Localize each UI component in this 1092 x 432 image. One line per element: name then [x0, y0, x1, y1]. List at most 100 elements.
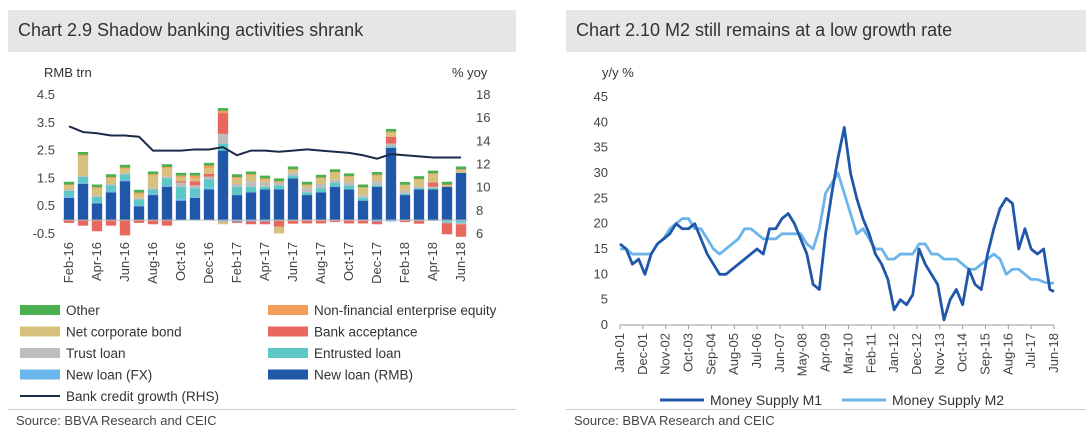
bar-segment-non-financial-enterprise-equity — [399, 184, 411, 186]
bar-segment-new-loan-rmb- — [147, 195, 159, 221]
bar-segment-non-financial-enterprise-equity — [427, 173, 439, 175]
left-chart-title: Chart 2.9 Shadow banking activities shra… — [18, 20, 364, 40]
bar-segment-net-corporate-bond — [231, 178, 243, 184]
left-x-tick-label: Apr-17 — [257, 242, 272, 281]
left-x-tick-label: Oct-16 — [173, 242, 188, 281]
bar-segment-new-loan-fx- — [119, 180, 131, 182]
bar-segment-other — [105, 174, 117, 178]
bar-segment-new-loan-rmb- — [161, 186, 173, 221]
bar-segment-bank-acceptance — [413, 220, 425, 224]
bar-segment-non-financial-enterprise-equity — [385, 131, 397, 133]
bar-segment-bank-acceptance — [455, 224, 467, 237]
bar-segment-non-financial-enterprise-equity — [315, 177, 327, 179]
right-x-tick-label: Jun-07 — [772, 333, 787, 373]
right-y-tick-label: 15 — [594, 241, 608, 256]
legend-label: Other — [66, 303, 100, 318]
bar-segment-entrusted-loan — [357, 197, 369, 201]
bar-segment-non-financial-enterprise-equity — [105, 177, 117, 179]
bar-segment-entrusted-loan — [147, 189, 159, 194]
right-y-tick-label: 0 — [601, 317, 608, 332]
bar-segment-trust-loan — [77, 175, 89, 178]
bar-segment-non-financial-enterprise-equity — [133, 192, 145, 194]
left-x-tick-label: Apr-16 — [89, 242, 104, 281]
bar-segment-other — [259, 175, 271, 179]
bar-segment-new-loan-fx- — [455, 220, 467, 222]
legend-label: Bank acceptance — [314, 325, 418, 340]
bar-segment-trust-loan — [147, 188, 159, 190]
right-x-tick-label: Nov-02 — [658, 333, 673, 375]
bar-segment-new-loan-fx- — [63, 196, 75, 198]
bar-segment-net-corporate-bond — [371, 175, 383, 182]
bar-segment-net-corporate-bond — [105, 178, 117, 184]
right-x-tick-label: Apr-09 — [818, 333, 833, 372]
bar-segment-new-loan-rmb- — [301, 195, 313, 221]
right-x-tick-label: Jul-06 — [749, 333, 764, 368]
right-x-tick-label: Oct-14 — [955, 333, 970, 372]
bar-segment-new-loan-rmb- — [371, 186, 383, 221]
bar-segment-non-financial-enterprise-equity — [455, 169, 467, 171]
legend-label: Trust loan — [66, 346, 126, 361]
bar-segment-other — [273, 178, 285, 182]
right-y-tick-label: 30 — [594, 165, 608, 180]
left-chart-panel: Chart 2.9 Shadow banking activities shra… — [0, 0, 520, 432]
bar-segment-trust-loan — [427, 186, 439, 189]
bar-segment-new-loan-rmb- — [413, 189, 425, 221]
legend-swatch-net-corporate-bond — [20, 326, 60, 337]
bar-segment-new-loan-rmb- — [329, 186, 341, 221]
legend-label: Money Supply M2 — [892, 392, 1004, 408]
bar-segment-trust-loan — [399, 190, 411, 194]
right-x-tick-label: Jan-01 — [612, 333, 627, 373]
bar-segment-net-corporate-bond — [357, 188, 369, 196]
bar-segment-other — [413, 176, 425, 179]
bar-segment-new-loan-fx- — [77, 182, 89, 184]
bar-segment-other — [301, 181, 313, 185]
bar-segment-non-financial-enterprise-equity — [91, 187, 103, 189]
money-supply-m1-line — [619, 126, 1055, 322]
bar-segment-non-financial-enterprise-equity — [371, 174, 383, 176]
legend-swatch-other — [20, 305, 60, 315]
bar-segment-non-financial-enterprise-equity — [147, 174, 159, 176]
bar-segment-entrusted-loan — [343, 185, 355, 190]
right-x-tick-label: Sep-04 — [703, 333, 718, 375]
bar-segment-net-corporate-bond — [273, 226, 285, 234]
right-y-tick-label: 20 — [594, 216, 608, 231]
bar-segment-other — [175, 172, 187, 176]
bar-segment-new-loan-fx- — [259, 220, 271, 222]
bar-segment-new-loan-fx- — [91, 202, 103, 204]
left-y2-tick-label: 14 — [476, 133, 490, 148]
bar-segment-entrusted-loan — [315, 188, 327, 193]
bar-segment-non-financial-enterprise-equity — [203, 165, 215, 169]
bar-segment-new-loan-rmb- — [427, 189, 439, 221]
bar-segment-net-corporate-bond — [301, 185, 313, 189]
bar-segment-other — [147, 171, 159, 175]
bank-credit-growth-line — [68, 125, 461, 160]
left-y-tick-label: 0.5 — [37, 198, 55, 213]
bar-segment-trust-loan — [105, 183, 117, 186]
bar-segment-trust-loan — [329, 179, 341, 183]
bar-segment-new-loan-rmb- — [105, 192, 117, 221]
legend-swatch-trust-loan — [20, 348, 60, 358]
bar-segment-new-loan-rmb- — [399, 195, 411, 221]
left-chart-source: Source: BBVA Research and CEIC — [16, 413, 217, 428]
bar-segment-other — [217, 108, 229, 111]
bar-segment-non-financial-enterprise-equity — [357, 187, 369, 189]
bar-segment-bank-acceptance — [91, 220, 103, 232]
bar-segment-entrusted-loan — [441, 221, 453, 223]
right-x-tick-label: May-08 — [795, 333, 810, 376]
right-y-tick-label: 35 — [594, 140, 608, 155]
legend-label: New loan (RMB) — [314, 368, 413, 383]
left-y-axis-title: RMB trn — [44, 65, 92, 80]
bar-segment-net-corporate-bond — [217, 221, 229, 225]
left-y-tick-label: 1.5 — [37, 170, 55, 185]
bar-segment-trust-loan — [203, 176, 215, 180]
bar-segment-non-financial-enterprise-equity — [245, 174, 257, 176]
bar-segment-net-corporate-bond — [413, 179, 425, 187]
bar-segment-trust-loan — [189, 185, 201, 189]
bar-segment-entrusted-loan — [133, 199, 145, 206]
bar-segment-trust-loan — [63, 189, 75, 191]
left-x-tick-label: Aug-17 — [313, 242, 328, 284]
bar-segment-trust-loan — [455, 222, 467, 225]
right-chart-title: Chart 2.10 M2 still remains at a low gro… — [576, 20, 953, 40]
bar-segment-other — [343, 173, 355, 177]
bar-segment-entrusted-loan — [77, 177, 89, 183]
